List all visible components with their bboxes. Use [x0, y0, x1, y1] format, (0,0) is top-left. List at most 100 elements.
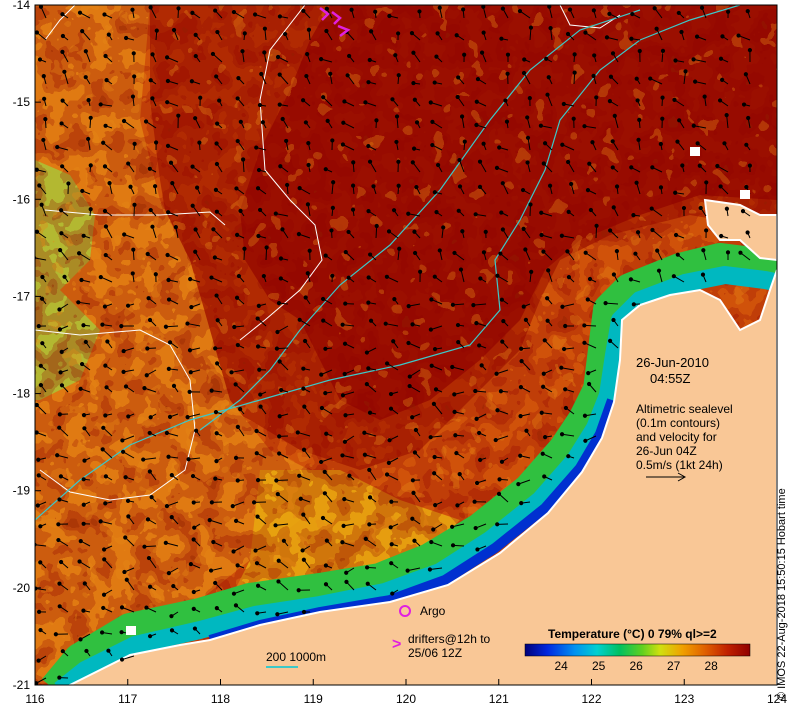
velocity-arrow-head: [698, 205, 703, 211]
velocity-arrow-head: [144, 605, 149, 610]
velocity-arrow-head: [634, 76, 639, 81]
velocity-arrow-head: [648, 76, 653, 81]
velocity-arrow-head: [145, 517, 151, 522]
velocity-arrow-head: [166, 210, 171, 215]
velocity-arrow-head: [725, 250, 731, 255]
velocity-arrow-head: [167, 340, 173, 345]
velocity-arrow-head: [414, 120, 420, 125]
velocity-arrow-head: [457, 157, 462, 163]
velocity-arrow-head: [82, 426, 87, 431]
velocity-arrows: [35, 5, 753, 685]
velocity-arrow-head: [231, 591, 237, 596]
velocity-arrow-head: [164, 430, 169, 436]
velocity-arrow-head: [362, 452, 367, 457]
velocity-arrow-head: [432, 80, 437, 85]
velocity-arrow-head: [386, 229, 392, 234]
velocity-arrow-head: [147, 469, 152, 474]
velocity-arrow-head: [392, 297, 397, 302]
velocity-arrow: [192, 205, 201, 217]
velocity-arrow-head: [475, 547, 480, 552]
velocity-arrow-head: [518, 414, 523, 419]
velocity-arrow-head: [747, 48, 753, 53]
velocity-arrow-head: [298, 496, 303, 501]
velocity-arrow-head: [673, 232, 679, 238]
velocity-arrow-head: [148, 78, 153, 83]
velocity-arrow-head: [525, 160, 530, 165]
velocity-arrow-head: [410, 516, 415, 521]
velocity-arrow-head: [330, 205, 335, 210]
velocity-arrow-head: [83, 49, 88, 54]
velocity-arrow-head: [343, 301, 348, 306]
velocity-arrow-head: [384, 361, 390, 366]
velocity-arrow-head: [124, 577, 129, 582]
velocity-arrow: [105, 226, 113, 239]
colorbar-tick-label: 24: [554, 659, 568, 673]
velocity-arrow-head: [367, 495, 373, 500]
velocity-arrow-head: [81, 413, 87, 418]
velocity-arrow-head: [258, 392, 263, 397]
velocity-arrow-head: [164, 503, 170, 509]
velocity-arrow-head: [499, 297, 504, 302]
velocity-arrow-head: [610, 139, 615, 144]
velocity-arrow-head: [407, 383, 412, 389]
velocity-arrow-head: [475, 76, 481, 82]
velocity-arrow-head: [607, 99, 613, 104]
velocity-arrow-head: [435, 31, 440, 36]
velocity-arrow-head: [343, 249, 348, 255]
velocity-arrow-head: [131, 51, 136, 56]
velocity-arrow-head: [697, 163, 702, 168]
velocity-arrow-head: [461, 7, 466, 12]
velocity-arrow-head: [504, 119, 510, 124]
velocity-arrow-head: [459, 114, 465, 119]
velocity-arrow: [473, 303, 487, 306]
velocity-arrow-head: [452, 250, 457, 256]
velocity-arrow-head: [276, 301, 282, 306]
velocity-arrow-head: [611, 317, 616, 323]
velocity-arrow-head: [147, 584, 153, 589]
velocity-arrow-head: [745, 230, 750, 235]
velocity-arrow-head: [582, 323, 587, 328]
velocity-arrow-head: [77, 559, 82, 564]
velocity-arrow-head: [238, 119, 243, 124]
velocity-arrow-head: [673, 58, 678, 63]
velocity-arrow-head: [98, 274, 103, 280]
velocity-arrow-head: [185, 321, 190, 326]
velocity-arrow-head: [330, 138, 335, 143]
velocity-arrow-head: [655, 248, 660, 253]
velocity-arrow-head: [433, 503, 438, 508]
velocity-arrow-head: [394, 114, 400, 119]
velocity-arrow-head: [106, 648, 111, 653]
velocity-arrow-head: [214, 161, 220, 167]
velocity-arrow: [386, 363, 399, 371]
velocity-arrow-head: [214, 74, 219, 79]
velocity-arrow-head: [84, 648, 89, 654]
velocity-arrow-head: [102, 547, 107, 552]
velocity-arrow-head: [62, 274, 67, 279]
velocity-arrow-head: [121, 369, 126, 374]
velocity-arrow-head: [587, 161, 592, 166]
y-tick-label: -14: [13, 0, 31, 12]
velocity-arrow-head: [301, 366, 306, 371]
velocity-arrow-head: [86, 136, 91, 142]
velocity-arrow-head: [305, 202, 311, 207]
velocity-arrow-head: [396, 183, 401, 188]
velocity-arrow-head: [235, 563, 240, 568]
velocity-arrow-head: [323, 582, 329, 587]
velocity-arrow-head: [591, 73, 596, 78]
velocity-arrow-head: [210, 51, 216, 57]
velocity-arrow-head: [521, 226, 526, 231]
velocity-arrow-head: [321, 95, 326, 100]
velocity-arrow-head: [43, 116, 48, 122]
velocity-arrow-head: [566, 275, 572, 280]
velocity-arrow-head: [412, 97, 417, 102]
desc-line: (0.1m contours): [636, 416, 721, 430]
velocity-arrow-head: [262, 26, 267, 31]
velocity-arrow-head: [40, 274, 45, 280]
velocity-arrow-head: [569, 181, 574, 187]
velocity-arrow-head: [323, 346, 328, 351]
velocity-arrow-head: [411, 146, 417, 151]
velocity-arrow-head: [563, 323, 568, 329]
velocity-arrow-head: [631, 213, 636, 218]
velocity-arrow-head: [331, 180, 336, 185]
